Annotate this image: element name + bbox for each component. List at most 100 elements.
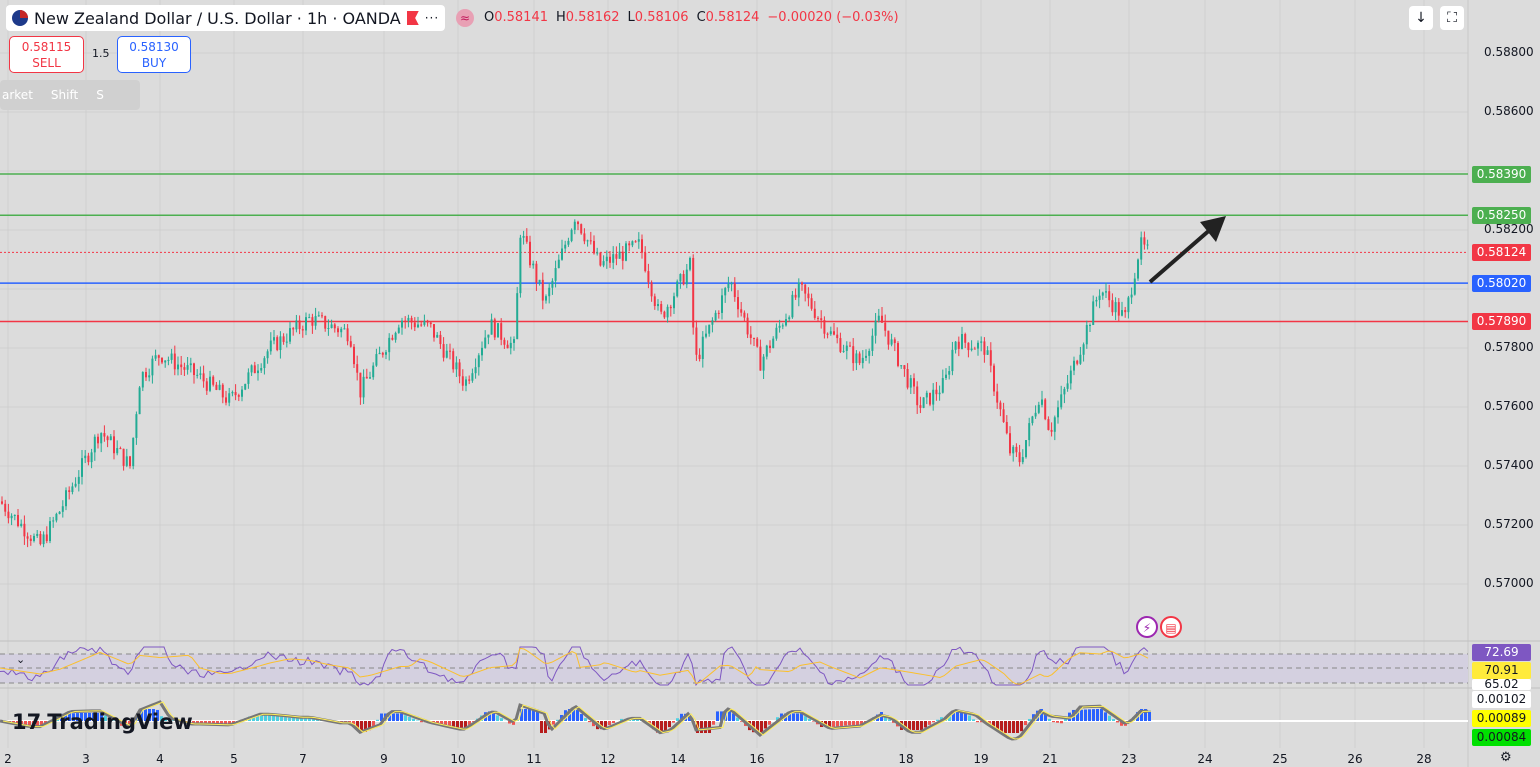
candle-body: [999, 402, 1002, 410]
settings-icon[interactable]: ⚙: [1500, 750, 1512, 765]
candle-body: [685, 269, 688, 285]
macd-histogram-bar: [1020, 721, 1023, 732]
candle-body: [55, 513, 58, 521]
macd-histogram-bar: [844, 721, 847, 726]
macd-histogram-bar: [1092, 709, 1095, 721]
candle-body: [804, 284, 807, 294]
macd-histogram-bar: [164, 717, 167, 721]
candle-body: [580, 224, 583, 234]
symbol-title[interactable]: New Zealand Dollar / U.S. Dollar · 1h · …: [6, 5, 446, 31]
candle-body: [161, 357, 163, 363]
macd-value-badge-3: 0.00084: [1472, 729, 1531, 746]
candle-body: [471, 373, 474, 381]
candle-body: [506, 344, 509, 349]
fullscreen-icon[interactable]: ⛶: [1440, 6, 1464, 30]
candle-body: [957, 341, 960, 349]
more-icon[interactable]: ···: [424, 11, 440, 25]
macd-histogram-bar: [200, 721, 203, 724]
candle-body: [1028, 423, 1031, 441]
macd-histogram-bar: [404, 715, 407, 721]
macd-histogram-bar: [904, 721, 907, 730]
macd-histogram-bar: [368, 721, 371, 731]
macd-histogram-bar: [1120, 721, 1123, 726]
macd-histogram-bar: [1052, 721, 1055, 723]
macd-histogram-bar: [808, 718, 811, 721]
macd-histogram-bar: [1008, 721, 1011, 733]
us-flag-event-icon[interactable]: ▤: [1160, 616, 1182, 638]
macd-histogram-bar: [208, 721, 211, 724]
candle-body: [765, 345, 768, 357]
candle-body: [551, 280, 554, 288]
macd-histogram-bar: [436, 721, 439, 724]
candle-body: [525, 236, 528, 242]
price-axis-label: 0.58800: [1484, 45, 1534, 59]
indicator-wave-icon[interactable]: ≈: [456, 9, 474, 27]
macd-histogram-bar: [256, 715, 259, 721]
macd-histogram-bar: [68, 713, 71, 721]
macd-histogram-bar: [768, 721, 771, 725]
macd-histogram-bar: [884, 715, 887, 721]
candle-body: [813, 308, 816, 318]
candle-body: [327, 327, 330, 329]
tradingview-logo[interactable]: 17 TradingView: [12, 710, 193, 734]
candle-body: [602, 261, 605, 266]
candle-body: [753, 337, 755, 339]
candle-body: [61, 506, 64, 512]
macd-histogram-bar: [988, 721, 991, 725]
candle-body: [541, 279, 544, 301]
macd-histogram-bar: [636, 718, 639, 721]
macd-histogram-bar: [916, 721, 919, 730]
buy-button[interactable]: 0.58130 BUY: [117, 36, 191, 73]
macd-histogram-bar: [296, 718, 299, 721]
macd-histogram-bar: [76, 713, 79, 721]
macd-histogram-bar: [468, 721, 471, 726]
macd-histogram-bar: [680, 713, 683, 721]
down-arrow-icon[interactable]: ↓: [1409, 6, 1433, 30]
macd-histogram-bar: [724, 711, 727, 721]
candle-body: [74, 483, 77, 487]
candle-body: [369, 377, 371, 379]
candle-body: [244, 383, 247, 390]
time-axis-label: 3: [82, 752, 90, 766]
macd-histogram-bar: [976, 721, 979, 723]
time-axis-label: 2: [4, 752, 12, 766]
macd-histogram-bar: [520, 709, 523, 721]
macd-histogram-bar: [96, 712, 99, 721]
sell-button[interactable]: 0.58115 SELL: [9, 36, 84, 73]
candle-body: [663, 311, 666, 318]
candle-body: [794, 294, 797, 298]
macd-histogram-bar: [136, 713, 139, 721]
rsi-line: [0, 646, 1149, 687]
macd-histogram-bar: [972, 719, 975, 721]
candle-body: [1060, 394, 1063, 408]
candle-body: [733, 283, 736, 298]
candle-body: [1047, 419, 1050, 430]
macd-histogram-bar: [1080, 709, 1083, 721]
candle-body: [65, 490, 67, 507]
candle-body: [935, 389, 938, 395]
collapse-pane-icon[interactable]: ⌄: [16, 653, 26, 666]
candle-body: [893, 339, 896, 344]
level-price-badge: 0.58020: [1472, 275, 1531, 293]
candle-body: [314, 316, 317, 326]
macd-histogram-bar: [500, 718, 503, 721]
macd-histogram-bar: [32, 721, 35, 726]
candle-body: [106, 436, 109, 441]
candle-body: [570, 229, 573, 241]
candle-body: [1140, 237, 1143, 260]
candle-body: [122, 448, 125, 466]
macd-histogram-bar: [612, 721, 615, 724]
candle-body: [349, 341, 352, 347]
candle-body: [625, 243, 627, 261]
candle-body: [829, 331, 832, 335]
candle-body: [1063, 388, 1066, 395]
macd-histogram-bar: [456, 721, 459, 728]
candle-body: [353, 346, 355, 365]
price-axis-label: 0.58600: [1484, 104, 1534, 118]
lightning-event-icon[interactable]: ⚡: [1136, 616, 1158, 638]
candle-body: [1092, 301, 1095, 326]
candle-body: [228, 393, 231, 403]
spread: 1.5: [92, 47, 110, 60]
candle-body: [890, 339, 893, 345]
